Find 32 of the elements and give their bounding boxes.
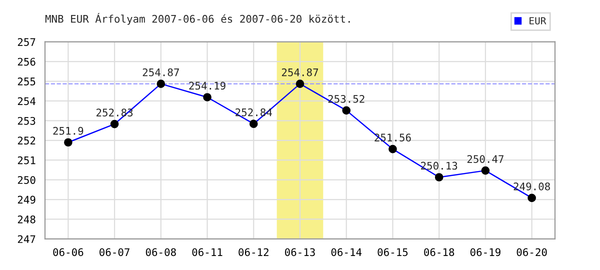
data-label: 249.08 [514,182,550,190]
y-tick-label: 247 [18,235,36,243]
data-label: 250.13 [421,162,458,170]
x-tick-label: 06-18 [424,248,454,256]
x-tick-label: 06-13 [285,248,315,256]
x-tick-label: 06-07 [100,248,130,256]
legend-label: EUR [530,17,546,24]
data-label: 253.52 [328,94,364,103]
y-tick-label: 254 [18,97,36,106]
x-tick-label: 06-11 [192,248,222,256]
y-tick-label: 249 [18,196,36,204]
y-tick-label: 255 [18,78,36,86]
y-tick-label: 256 [18,58,36,66]
data-label: 254.87 [142,68,179,76]
data-label: 254.19 [189,82,226,90]
data-label: 254.87 [282,68,318,76]
x-tick-label: 06-08 [146,248,176,256]
data-label: 251.9 [53,126,84,135]
y-tick-label: 248 [18,215,36,224]
x-tick-label: 06-12 [238,248,268,256]
y-tick-label: 251 [18,156,36,164]
y-tick-label: 252 [18,136,36,145]
y-tick-label: 253 [18,116,36,125]
y-tick-label: 257 [18,38,36,46]
x-tick-label: 06-19 [470,248,500,256]
chart-title: MNB EUR Árfolyam 2007-06-06 és 2007-06-20 között. [45,13,350,25]
y-tick-label: 250 [18,176,36,184]
x-tick-label: 06-14 [331,248,362,256]
data-label: 250.47 [467,155,504,163]
x-tick-label: 06-15 [378,248,408,256]
x-tick-label: 06-20 [516,248,547,256]
x-tick-label: 06-06 [53,248,84,256]
